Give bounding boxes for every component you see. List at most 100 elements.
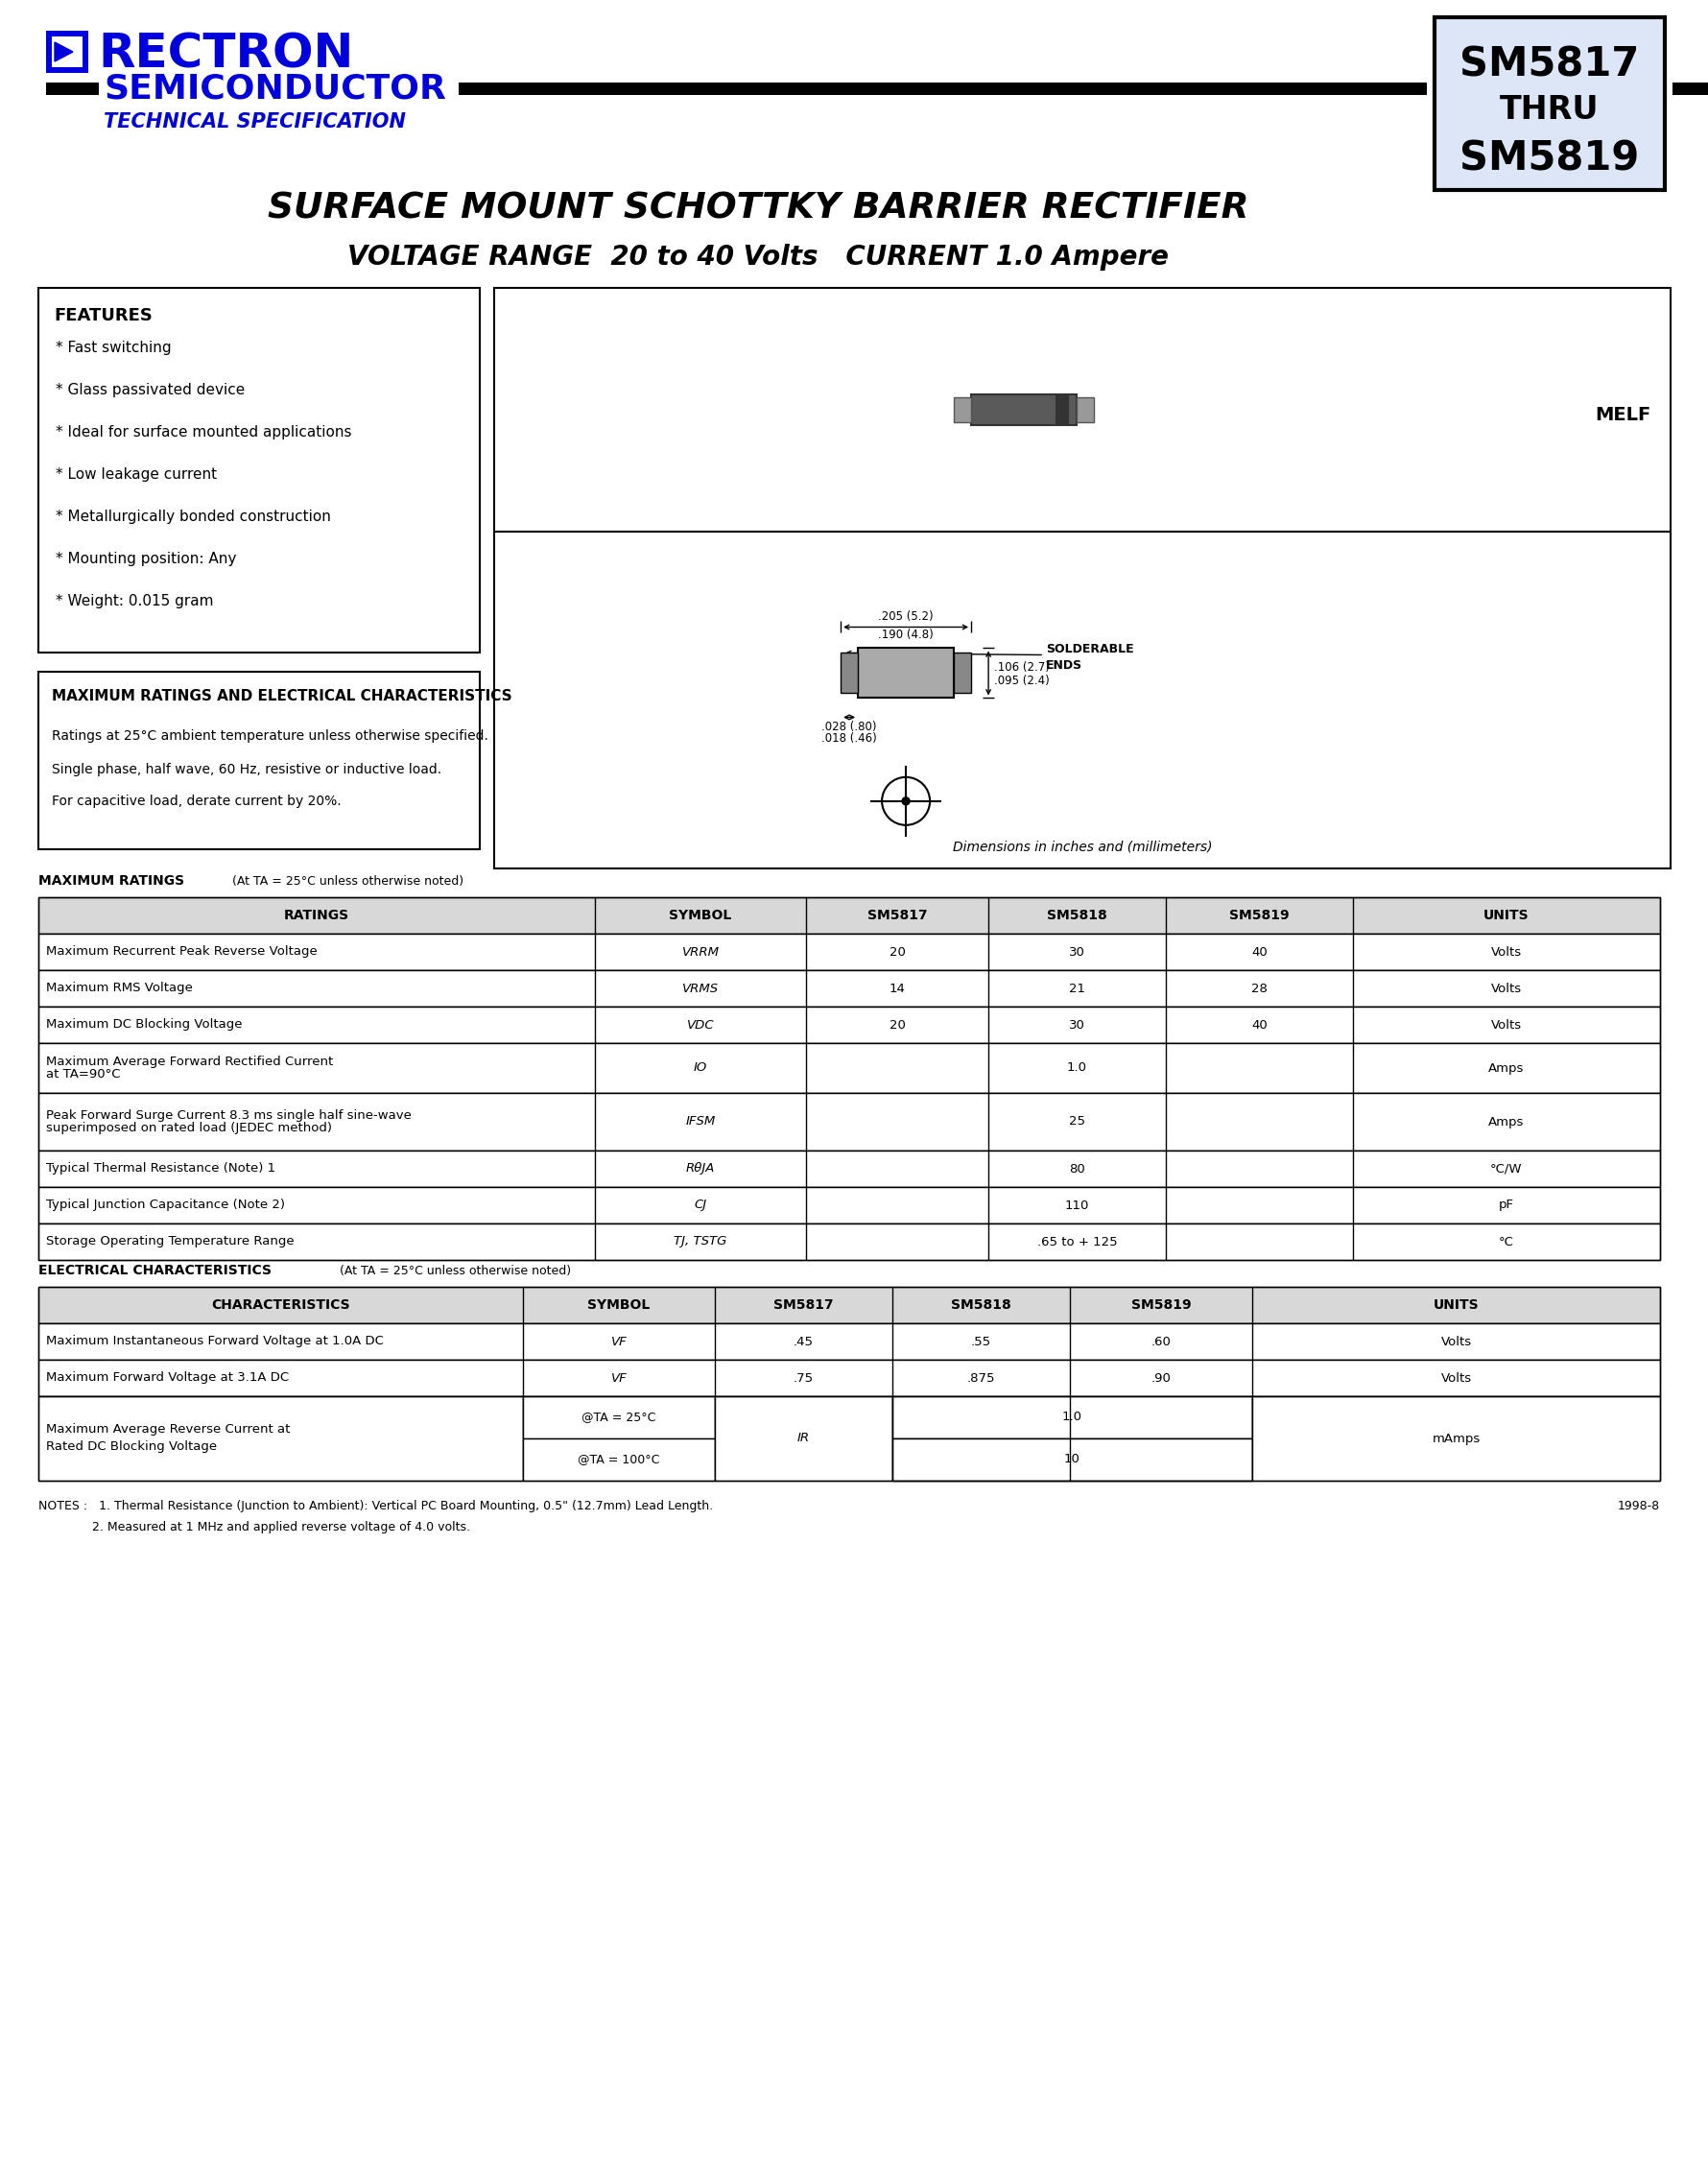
Text: MELF: MELF — [1595, 406, 1650, 424]
Text: * Glass passivated device: * Glass passivated device — [56, 383, 244, 398]
Text: Maximum RMS Voltage: Maximum RMS Voltage — [46, 982, 193, 995]
Text: .095 (2.4): .095 (2.4) — [994, 675, 1049, 688]
Bar — [38, 1323, 1658, 1360]
Text: Volts: Volts — [1491, 1018, 1522, 1031]
Text: FEATURES: FEATURES — [53, 307, 152, 324]
Text: * Ideal for surface mounted applications: * Ideal for surface mounted applications — [56, 426, 352, 439]
Bar — [494, 288, 1670, 869]
Text: TECHNICAL SPECIFICATION: TECHNICAL SPECIFICATION — [104, 112, 407, 132]
Text: Storage Operating Temperature Range: Storage Operating Temperature Range — [46, 1235, 294, 1247]
Text: Volts: Volts — [1440, 1336, 1471, 1347]
Bar — [1433, 17, 1664, 190]
Bar — [38, 1150, 1658, 1187]
Text: .45: .45 — [793, 1336, 813, 1347]
Text: UNITS: UNITS — [1483, 908, 1529, 923]
Text: 80: 80 — [1069, 1163, 1085, 1174]
Bar — [46, 30, 89, 74]
Text: 20: 20 — [888, 945, 905, 958]
Text: * Low leakage current: * Low leakage current — [56, 467, 217, 482]
Text: SURFACE MOUNT SCHOTTKY BARRIER RECTIFIER: SURFACE MOUNT SCHOTTKY BARRIER RECTIFIER — [268, 192, 1249, 227]
Text: .65 to + 125: .65 to + 125 — [1037, 1235, 1117, 1247]
Text: .106 (2.7): .106 (2.7) — [994, 662, 1049, 675]
Text: SM5818: SM5818 — [950, 1299, 1011, 1312]
Text: 20: 20 — [888, 1018, 905, 1031]
Text: Ratings at 25°C ambient temperature unless otherwise specified.: Ratings at 25°C ambient temperature unle… — [51, 729, 488, 744]
Text: 1.0: 1.0 — [1062, 1412, 1081, 1423]
Bar — [714, 1397, 892, 1481]
Bar — [38, 934, 1658, 971]
Text: SM5817: SM5817 — [774, 1299, 834, 1312]
Text: IO: IO — [693, 1062, 707, 1075]
Bar — [840, 653, 857, 694]
Bar — [38, 1187, 1658, 1224]
Text: VDC: VDC — [687, 1018, 714, 1031]
Text: CHARACTERISTICS: CHARACTERISTICS — [212, 1299, 350, 1312]
Text: .018 (.46): .018 (.46) — [822, 733, 876, 746]
Circle shape — [902, 798, 909, 804]
Text: SM5819: SM5819 — [1228, 908, 1290, 923]
Text: .875: .875 — [967, 1371, 994, 1384]
Bar — [38, 1007, 1658, 1042]
Bar — [38, 1042, 1658, 1094]
Text: RθJA: RθJA — [685, 1163, 714, 1174]
Text: VOLTAGE RANGE  20 to 40 Volts   CURRENT 1.0 Ampere: VOLTAGE RANGE 20 to 40 Volts CURRENT 1.0… — [348, 244, 1168, 270]
Bar — [38, 1094, 1658, 1150]
Text: Peak Forward Surge Current 8.3 ms single half sine-wave: Peak Forward Surge Current 8.3 ms single… — [46, 1109, 412, 1122]
Text: (At TA = 25°C unless otherwise noted): (At TA = 25°C unless otherwise noted) — [336, 1265, 570, 1278]
Text: MAXIMUM RATINGS AND ELECTRICAL CHARACTERISTICS: MAXIMUM RATINGS AND ELECTRICAL CHARACTER… — [51, 690, 512, 703]
Bar — [1076, 398, 1093, 422]
Text: * Mounting position: Any: * Mounting position: Any — [56, 551, 236, 566]
Bar — [38, 1397, 523, 1481]
Text: Single phase, half wave, 60 Hz, resistive or inductive load.: Single phase, half wave, 60 Hz, resistiv… — [51, 763, 441, 776]
Polygon shape — [55, 43, 73, 61]
Bar — [953, 653, 970, 694]
Text: Volts: Volts — [1491, 945, 1522, 958]
Text: IR: IR — [798, 1431, 810, 1444]
Text: SYMBOL: SYMBOL — [670, 908, 731, 923]
Text: CJ: CJ — [693, 1200, 707, 1211]
Text: SM5819: SM5819 — [1131, 1299, 1190, 1312]
Text: .190 (4.8): .190 (4.8) — [878, 629, 933, 642]
Text: Maximum Average Forward Rectified Current: Maximum Average Forward Rectified Curren… — [46, 1055, 333, 1068]
Bar — [46, 82, 99, 95]
Text: 1.0: 1.0 — [1066, 1062, 1086, 1075]
Text: 10: 10 — [1064, 1453, 1079, 1466]
Bar — [953, 398, 970, 422]
Text: @TA = 100°C: @TA = 100°C — [577, 1453, 659, 1466]
Text: UNITS: UNITS — [1433, 1299, 1477, 1312]
Bar — [38, 1286, 1658, 1323]
Bar — [38, 1360, 1658, 1397]
Text: SM5817: SM5817 — [866, 908, 927, 923]
Text: VRRM: VRRM — [681, 945, 719, 958]
Text: 1998-8: 1998-8 — [1617, 1500, 1658, 1513]
Text: 30: 30 — [1069, 1018, 1085, 1031]
Text: .90: .90 — [1151, 1371, 1170, 1384]
Text: THRU: THRU — [1500, 95, 1599, 125]
Bar — [523, 1438, 714, 1481]
Bar — [38, 672, 480, 850]
Text: For capacitive load, derate current by 20%.: For capacitive load, derate current by 2… — [51, 796, 342, 809]
Bar — [1054, 393, 1068, 426]
Bar — [38, 971, 1658, 1007]
Text: ELECTRICAL CHARACTERISTICS: ELECTRICAL CHARACTERISTICS — [38, 1265, 272, 1278]
Text: mAmps: mAmps — [1431, 1431, 1479, 1444]
Text: Amps: Amps — [1488, 1062, 1524, 1075]
Bar — [51, 37, 82, 67]
Text: VRMS: VRMS — [681, 982, 719, 995]
Text: 30: 30 — [1069, 945, 1085, 958]
Bar — [857, 649, 953, 698]
Text: 28: 28 — [1250, 982, 1267, 995]
Text: RATINGS: RATINGS — [284, 908, 348, 923]
Text: Rated DC Blocking Voltage: Rated DC Blocking Voltage — [46, 1440, 217, 1453]
Text: * Weight: 0.015 gram: * Weight: 0.015 gram — [56, 595, 214, 608]
Text: VF: VF — [610, 1371, 627, 1384]
Text: RECTRON: RECTRON — [97, 30, 354, 78]
Text: 21: 21 — [1068, 982, 1085, 995]
Bar — [458, 82, 1426, 95]
Bar — [38, 1224, 1658, 1260]
Text: Dimensions in inches and (millimeters): Dimensions in inches and (millimeters) — [951, 841, 1211, 854]
Text: SM5819: SM5819 — [1459, 138, 1638, 179]
Text: Maximum Instantaneous Forward Voltage at 1.0A DC: Maximum Instantaneous Forward Voltage at… — [46, 1336, 384, 1347]
Text: VF: VF — [610, 1336, 627, 1347]
Text: (At TA = 25°C unless otherwise noted): (At TA = 25°C unless otherwise noted) — [229, 876, 463, 889]
